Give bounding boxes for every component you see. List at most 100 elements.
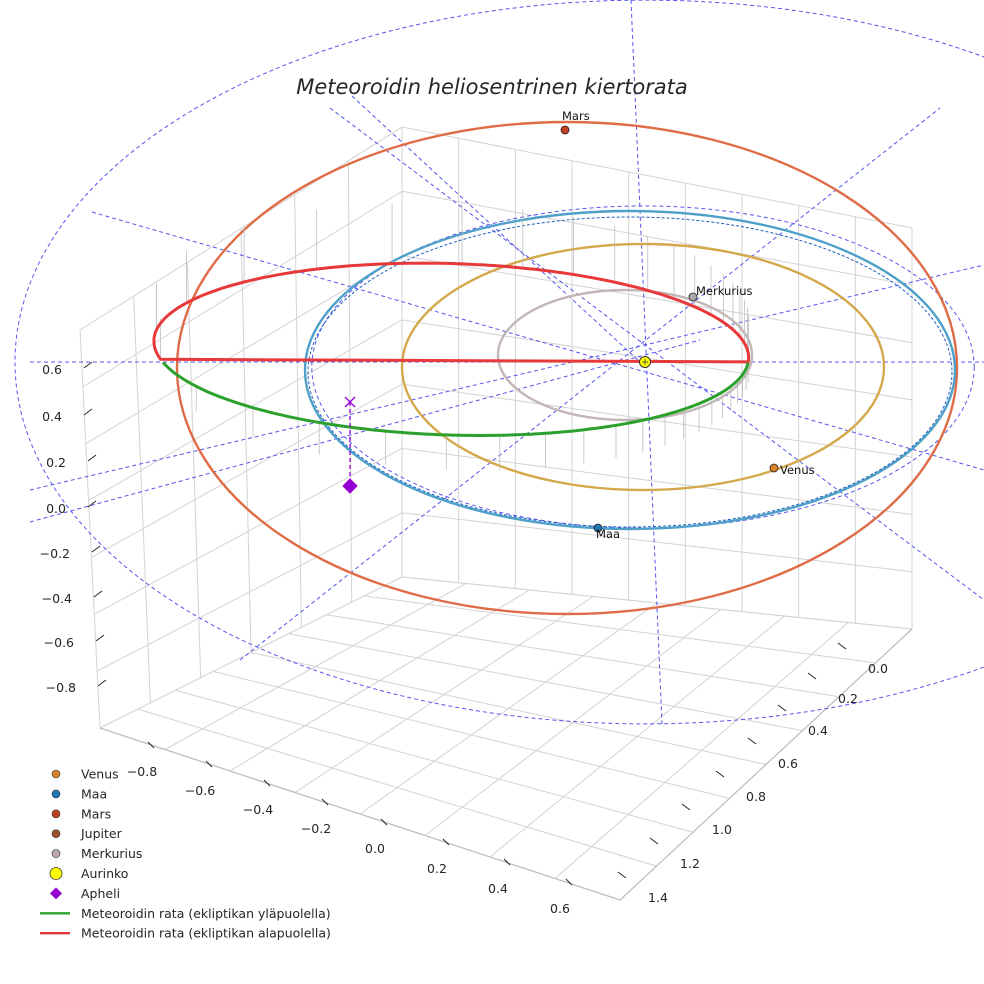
z-tick-label: −0.2 [40, 546, 70, 561]
meteoroid-orbit-above [162, 361, 750, 437]
y-tick-mark [807, 672, 817, 680]
marker-layer: Mars Maa Venus Merkurius [342, 109, 815, 541]
z-tick-mark [93, 590, 103, 598]
legend-label: Mars [81, 806, 111, 821]
grid-line [554, 622, 849, 879]
y-tick-label: 1.4 [648, 890, 668, 905]
ecliptic-spoke [29, 339, 701, 523]
ecliptic-spoke [329, 107, 984, 601]
apheli-projection-marker [344, 396, 356, 408]
x-tick-label: 0.6 [550, 901, 570, 916]
legend-label: Meteoroidin rata (ekliptikan yläpuolella… [81, 906, 331, 921]
y-tick-mark [617, 871, 627, 879]
z-tick-label: −0.4 [42, 591, 72, 606]
legend-marker [50, 887, 62, 900]
legend: Venus Maa Mars Jupiter Merkurius Aurinko Aphel… [40, 767, 331, 941]
y-tick-label: 0.2 [838, 691, 858, 706]
y-tick-label: 0.0 [868, 661, 888, 676]
grid-line [401, 447, 913, 515]
grid-line [79, 126, 403, 331]
meteoroid-layer [152, 203, 751, 471]
y-tick-mark [777, 704, 787, 712]
z-tick-mark [95, 634, 105, 642]
orbit-merkurius [496, 288, 754, 422]
z-tick-label: 0.2 [46, 455, 66, 470]
orbit-maa [303, 209, 957, 531]
orbit-layer [175, 120, 959, 616]
y-tick-mark [747, 737, 757, 745]
grid-line [94, 447, 403, 615]
grid-line [96, 512, 403, 672]
z-tick-label: −0.8 [46, 680, 76, 695]
grid-line [164, 583, 466, 750]
grid-line [186, 262, 202, 678]
grid-line [489, 615, 785, 858]
ecliptic-boundary [14, 0, 984, 725]
z-tick-label: −0.6 [44, 635, 74, 650]
legend-marker [49, 867, 63, 880]
legend-label: Jupiter [80, 826, 123, 841]
ecliptic-spoke [239, 107, 941, 661]
z-tick-label: 0.6 [42, 362, 62, 377]
grid-line [294, 194, 302, 628]
chart-title: Meteoroidin heliosentrinen kiertorata [296, 75, 688, 99]
x-tick-mark [147, 741, 155, 749]
y-tick-label: 1.2 [680, 856, 700, 871]
planet-label-merkurius: Merkurius [696, 284, 753, 298]
y-tick-mark [649, 837, 659, 845]
x-tick-mark [442, 838, 450, 846]
x-tick-label: −0.6 [185, 783, 215, 798]
legend-label: Aurinko [81, 866, 128, 881]
y-tick-mark [837, 642, 847, 650]
grid-line [82, 190, 403, 388]
grid-line [240, 228, 252, 653]
legend-marker [51, 789, 61, 799]
grid-line [359, 602, 658, 815]
orbit-venus [400, 242, 886, 492]
z-tick-mark [91, 545, 101, 553]
x-tick-label: 0.0 [365, 841, 385, 856]
x-tick-label: 0.2 [427, 861, 447, 876]
grid-line [133, 296, 151, 703]
grid-line [401, 126, 913, 229]
legend-label: Apheli [81, 886, 120, 901]
legend-label: Meteoroidin rata (ekliptikan alapuolella… [81, 926, 331, 941]
planet-marker-merkurius [688, 292, 698, 302]
y-tick-mark [715, 770, 725, 778]
ecliptic-axis [630, 0, 663, 725]
planet-label-mars: Mars [562, 109, 590, 123]
grid-line [401, 512, 913, 573]
legend-label: Venus [81, 767, 119, 782]
x-tick-mark [205, 760, 213, 768]
x-tick-label: −0.4 [243, 802, 273, 817]
z-tick-label: 0.0 [46, 501, 66, 516]
grid-line [99, 576, 403, 729]
legend-marker [51, 829, 61, 839]
y-tick-mark [681, 803, 691, 811]
y-tick-label: 0.8 [746, 789, 766, 804]
legend-label: Merkurius [81, 846, 142, 861]
grid-line [79, 329, 101, 729]
planet-label-maa: Maa [596, 527, 620, 541]
y-tick-label: 0.4 [808, 723, 828, 738]
y-tick-label: 0.6 [778, 756, 798, 771]
grid-line [401, 383, 913, 458]
grid-line [294, 596, 594, 793]
axis-line [619, 628, 913, 901]
grid-line [91, 383, 403, 558]
orbit-mars [175, 120, 959, 616]
legend-marker [51, 769, 61, 779]
planet-label-venus: Venus [780, 463, 815, 477]
grid-line [401, 255, 913, 344]
x-tick-label: −0.2 [301, 821, 331, 836]
grid-line [88, 319, 403, 502]
grid-layer [79, 126, 913, 901]
x-tick-mark [565, 878, 573, 886]
grid-line [85, 255, 403, 445]
grid-line [424, 609, 722, 836]
ecliptic-spoke [91, 211, 984, 471]
ecliptic-spoke [351, 95, 641, 363]
grid-line [229, 589, 530, 772]
planet-marker-maa [593, 523, 603, 533]
